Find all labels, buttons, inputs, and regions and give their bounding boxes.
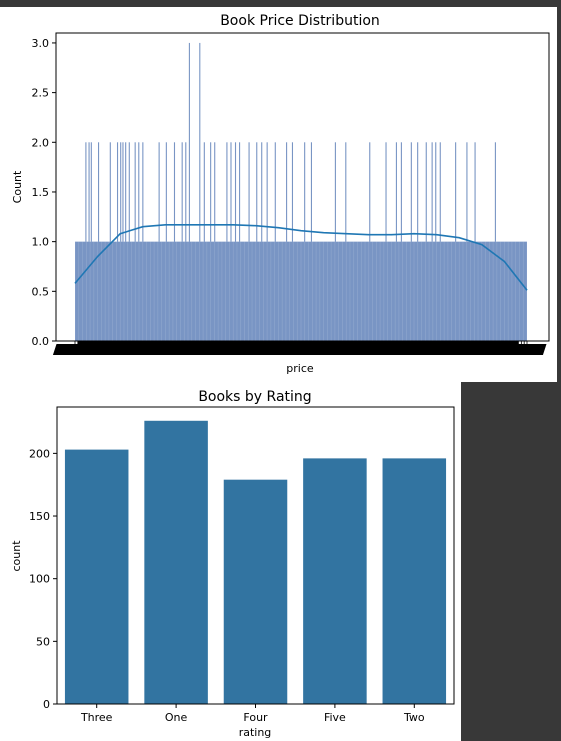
y-tick-label: 1.0 [32, 236, 50, 249]
chart-title: Books by Rating [198, 389, 311, 405]
y-tick-label: 2.0 [32, 136, 50, 149]
histogram-bar [165, 142, 167, 242]
histogram-bar [85, 142, 87, 242]
bar-four [223, 479, 288, 704]
x-tick-label-band [78, 341, 518, 346]
histogram-bar [435, 142, 437, 242]
histogram-bar [158, 142, 160, 242]
histogram-bar [345, 142, 347, 242]
x-tick-label: Four [243, 711, 268, 724]
histogram-bar [274, 142, 276, 242]
histogram-bar [90, 142, 92, 242]
plot-frame [55, 32, 550, 342]
histogram-bar [230, 142, 232, 242]
bar-one [144, 420, 208, 704]
histogram-bars [74, 42, 528, 341]
histogram-base-bar [75, 241, 527, 341]
x-tick-marks [52, 341, 547, 355]
histogram-bar [210, 142, 212, 242]
y-tick-label: 1.5 [32, 186, 50, 199]
histogram-bar [142, 142, 144, 242]
histogram-bar [494, 142, 496, 242]
x-tick-label: Five [324, 711, 346, 724]
price-distribution-panel: Book Price Distribution 0.0 0.5 1.0 1.5 2.0 2… [0, 7, 557, 382]
histogram-bar [261, 142, 263, 242]
histogram-bar [431, 142, 433, 242]
histogram-bar [134, 142, 136, 242]
kde-curve [74, 224, 528, 291]
histogram-bar [256, 142, 258, 242]
histogram-bar [410, 142, 412, 242]
histogram-bar [455, 142, 457, 242]
histogram-bar [120, 142, 122, 242]
histogram-bar [122, 142, 124, 242]
x-tick-label: One [165, 711, 188, 724]
histogram-bar [466, 142, 468, 242]
histogram-bar [400, 142, 402, 242]
bar-three [64, 449, 129, 704]
histogram-bar [199, 42, 201, 242]
histogram-bar [286, 142, 288, 242]
histogram-bar [214, 142, 216, 242]
x-axis-ticks: Three One Four Five Two [80, 704, 425, 724]
y-tick-label: 200 [29, 447, 50, 460]
histogram-bar [185, 142, 187, 242]
histogram-bar [128, 142, 130, 242]
histogram-bar [173, 142, 176, 242]
y-axis-ticks: 0.0 0.5 1.0 1.5 2.0 2.5 3.0 [32, 37, 56, 348]
y-tick-label: 100 [29, 573, 50, 586]
y-tick-label: 2.5 [32, 87, 50, 100]
rating-bar-chart: Books by Rating 0 50 100 150 200 Three One Fou… [10, 389, 455, 739]
histogram-bar [203, 142, 205, 242]
histogram-bar [291, 142, 294, 242]
histogram-bar [234, 142, 237, 242]
histogram-bar [125, 142, 127, 242]
histogram-bar [188, 42, 190, 242]
histogram-bar [138, 142, 140, 242]
rating-bars [64, 420, 447, 704]
y-tick-label: 0.0 [32, 335, 50, 348]
rating-panel: Books by Rating 0 50 100 150 200 Three One Fou… [0, 382, 461, 741]
x-tick-label-band [52, 344, 547, 355]
x-axis-label: price [286, 362, 314, 375]
histogram-bar [248, 142, 250, 242]
y-axis-label: count [10, 540, 23, 572]
x-axis-label: rating [239, 726, 272, 739]
bar-five [303, 458, 367, 704]
price-histogram-chart: Book Price Distribution 0.0 0.5 1.0 1.5 2.0 2… [11, 13, 550, 375]
histogram-bar [98, 142, 100, 242]
y-tick-label: 0.5 [32, 285, 50, 298]
histogram-bar [369, 142, 371, 242]
y-tick-label: 50 [36, 635, 50, 648]
x-tick-label: Two [403, 711, 425, 724]
histogram-bar [439, 142, 441, 242]
histogram-bar [304, 142, 306, 242]
chart-title: Book Price Distribution [220, 13, 380, 29]
histogram-bar [385, 142, 387, 242]
histogram-bar [266, 142, 268, 242]
bar-two [382, 458, 447, 704]
histogram-bar [181, 142, 183, 242]
histogram-bar [417, 142, 419, 242]
y-tick-label: 150 [29, 510, 50, 523]
y-axis-label: Count [11, 170, 24, 203]
y-axis-ticks: 0 50 100 150 200 [29, 447, 57, 711]
histogram-bar [425, 142, 427, 242]
histogram-bar [88, 142, 90, 242]
x-tick-label: Three [80, 711, 113, 724]
histogram-bar [474, 142, 476, 242]
histogram-bar [395, 142, 397, 242]
y-tick-label: 0 [43, 698, 50, 711]
histogram-bar [116, 142, 119, 242]
histogram-bar [334, 142, 336, 242]
histogram-bar [310, 142, 312, 242]
histogram-bar [109, 142, 111, 242]
histogram-bar [226, 142, 228, 242]
histogram-bar [239, 142, 241, 242]
y-tick-label: 3.0 [32, 37, 50, 50]
